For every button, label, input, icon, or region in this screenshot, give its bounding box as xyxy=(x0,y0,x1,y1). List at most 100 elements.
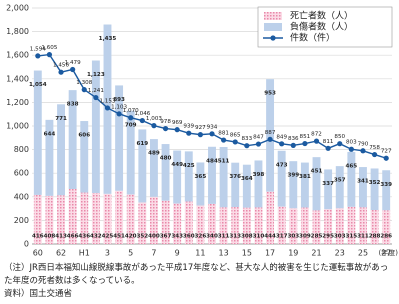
line-point xyxy=(162,125,169,132)
bar-value-label: 343 xyxy=(171,234,183,240)
x-tick-label: 21 xyxy=(311,249,321,258)
line-point xyxy=(244,143,250,149)
bar-value-label: 709 xyxy=(125,122,137,128)
line-value-label: 1,479 xyxy=(65,60,81,66)
bar xyxy=(289,208,298,244)
line-value-label: 850 xyxy=(334,134,345,140)
bar xyxy=(242,164,251,208)
bar-value-label: 400 xyxy=(148,234,160,240)
x-tick-label: 7 xyxy=(151,249,156,258)
bar xyxy=(254,160,263,208)
y-tick-label: 200 xyxy=(14,216,29,225)
bar-value-label: 376 xyxy=(229,174,241,180)
line-value-label: 811 xyxy=(323,139,334,145)
note: （注）JR西日本福知山線脱線事故があった平成17年度など、甚大な人的被害を生じた… xyxy=(4,263,389,286)
bar-value-label: 339 xyxy=(380,182,392,188)
bar-value-label: 313 xyxy=(229,234,241,240)
bar xyxy=(347,151,356,207)
line-point xyxy=(197,132,203,138)
x-tick-label: 25 xyxy=(358,249,368,258)
x-axis-label: (年度) xyxy=(379,248,399,257)
bar xyxy=(312,157,321,211)
bar xyxy=(300,207,309,244)
line-value-label: 1,103 xyxy=(111,104,127,110)
bar-value-label: 337 xyxy=(322,181,334,187)
line-value-label: 1,308 xyxy=(76,80,92,86)
bar xyxy=(173,203,182,244)
y-tick-label: 2,000 xyxy=(6,4,29,13)
line-value-label: 1,594 xyxy=(30,46,46,52)
bar-value-label: 1,054 xyxy=(29,82,47,88)
line-value-label: 790 xyxy=(358,141,369,147)
bar xyxy=(91,60,100,194)
line-value-label: 872 xyxy=(311,132,322,138)
bar xyxy=(33,70,42,195)
bar-value-label: 420 xyxy=(125,234,137,240)
bar xyxy=(277,206,286,244)
bar xyxy=(370,168,379,211)
bar-value-label: 480 xyxy=(160,156,172,162)
x-tick-label: H1 xyxy=(79,249,90,258)
line-point xyxy=(290,142,296,148)
y-tick-label: 1,800 xyxy=(6,27,29,36)
y-tick-label: 1,400 xyxy=(6,74,29,83)
bar-value-label: 413 xyxy=(55,234,67,240)
bar xyxy=(126,194,135,244)
line-value-label: 865 xyxy=(230,132,241,138)
bar-value-label: 489 xyxy=(148,151,160,157)
bar xyxy=(335,208,344,244)
bar xyxy=(231,162,240,208)
bar-value-label: 398 xyxy=(253,172,265,178)
y-tick-label: 0 xyxy=(24,240,29,249)
bar-value-label: 484 xyxy=(206,158,218,164)
line-value-label: 851 xyxy=(300,134,311,140)
line-point xyxy=(221,137,227,143)
bar-value-label: 357 xyxy=(334,178,346,184)
bar-value-label: 326 xyxy=(195,234,207,240)
legend-label: 負傷者数（人） xyxy=(290,21,353,33)
line-value-label: 1,241 xyxy=(88,88,104,94)
line-point xyxy=(325,145,331,151)
bar-value-label: 449 xyxy=(171,162,183,168)
bar xyxy=(219,207,228,244)
y-tick-label: 1,000 xyxy=(6,122,29,131)
line-value-label: 939 xyxy=(183,124,194,130)
bar xyxy=(149,139,158,197)
line-point xyxy=(267,136,273,142)
x-tick-label: 23 xyxy=(335,249,345,258)
line-point xyxy=(46,52,53,58)
bar xyxy=(126,110,135,195)
bar xyxy=(33,194,42,244)
line-point xyxy=(383,155,389,161)
line-value-label: 836 xyxy=(288,136,299,142)
bar-value-label: 340 xyxy=(206,234,218,240)
bar xyxy=(103,193,112,244)
bar xyxy=(68,189,77,244)
line-value-label: 849 xyxy=(276,134,287,140)
bar-value-label: 352 xyxy=(136,234,148,240)
line-value-label: 1,070 xyxy=(123,108,139,114)
legend-label: 死亡者数（人） xyxy=(290,10,353,22)
bar xyxy=(68,90,77,190)
source: 資料）国土交通省 xyxy=(4,289,73,299)
bar xyxy=(359,207,367,244)
bar xyxy=(324,169,333,210)
bar xyxy=(45,195,54,244)
bar xyxy=(335,166,344,209)
bar-value-label: 308 xyxy=(241,234,253,240)
line-point xyxy=(58,69,64,75)
legend-swatch xyxy=(264,12,282,20)
line-point xyxy=(337,141,343,147)
line-value-label: 803 xyxy=(346,140,357,146)
line-value-label: 934 xyxy=(207,124,218,130)
bar xyxy=(324,209,333,244)
line-point xyxy=(35,53,41,59)
line-point xyxy=(70,66,76,73)
bar-value-label: 451 xyxy=(311,169,323,175)
bar xyxy=(184,201,193,244)
line-value-label: 1,456 xyxy=(53,63,69,69)
bar-value-label: 360 xyxy=(183,234,195,240)
bar-value-label: 311 xyxy=(218,234,230,240)
bar xyxy=(115,85,124,191)
line-value-label: 1,153 xyxy=(99,98,115,104)
